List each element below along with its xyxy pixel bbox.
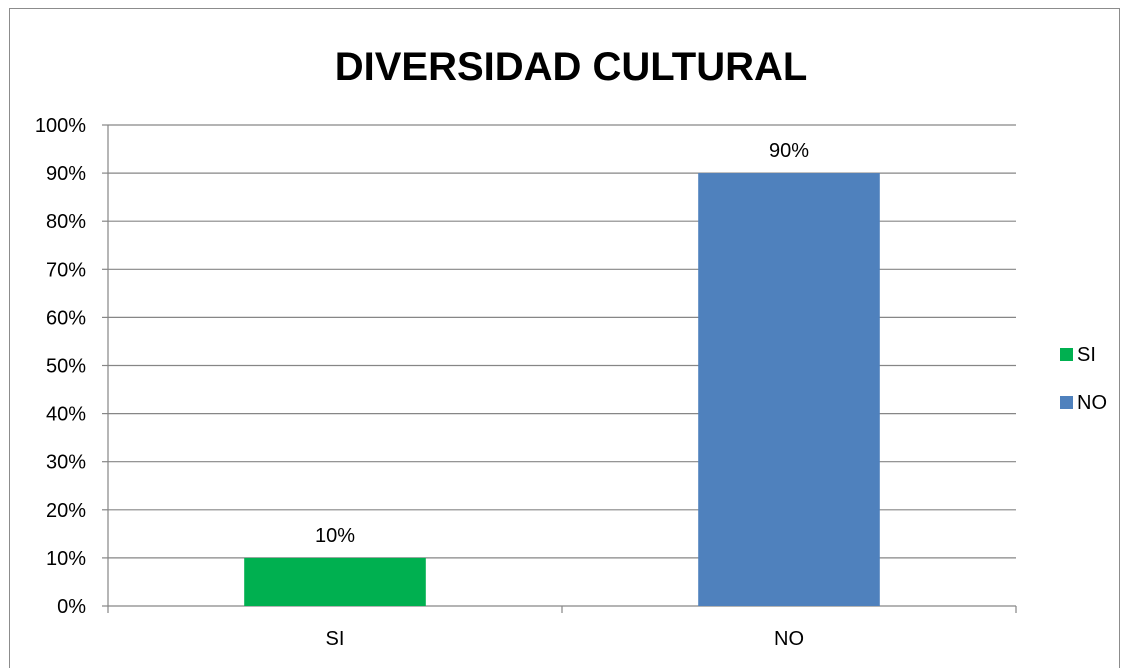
x-tick-label: SI <box>326 628 345 650</box>
y-tick-label: 50% <box>46 356 86 378</box>
data-labels: 10% 90% <box>315 140 809 547</box>
data-label: 10% <box>315 525 355 547</box>
y-tick-label: 80% <box>46 211 86 233</box>
legend-label: SI <box>1077 344 1096 366</box>
y-tick-label: 10% <box>46 548 86 570</box>
y-tick-label: 30% <box>46 452 86 474</box>
chart-title: DIVERSIDAD CULTURAL <box>335 45 808 89</box>
legend-swatch <box>1060 396 1073 409</box>
bars <box>244 173 880 606</box>
y-tick-label: 100% <box>35 115 86 137</box>
y-tick-label: 40% <box>46 404 86 426</box>
y-tick-label: 90% <box>46 163 86 185</box>
legend-swatch <box>1060 348 1073 361</box>
legend-label: NO <box>1077 392 1107 414</box>
legend: SI NO <box>1060 344 1107 414</box>
bar-si <box>244 557 426 606</box>
bar-no <box>698 173 880 606</box>
y-tick-label: 0% <box>57 596 86 618</box>
x-tick-label: NO <box>774 628 804 650</box>
y-tick-label: 60% <box>46 307 86 329</box>
y-tick-label: 70% <box>46 259 86 281</box>
data-label: 90% <box>769 140 809 162</box>
y-tick-label: 20% <box>46 500 86 522</box>
